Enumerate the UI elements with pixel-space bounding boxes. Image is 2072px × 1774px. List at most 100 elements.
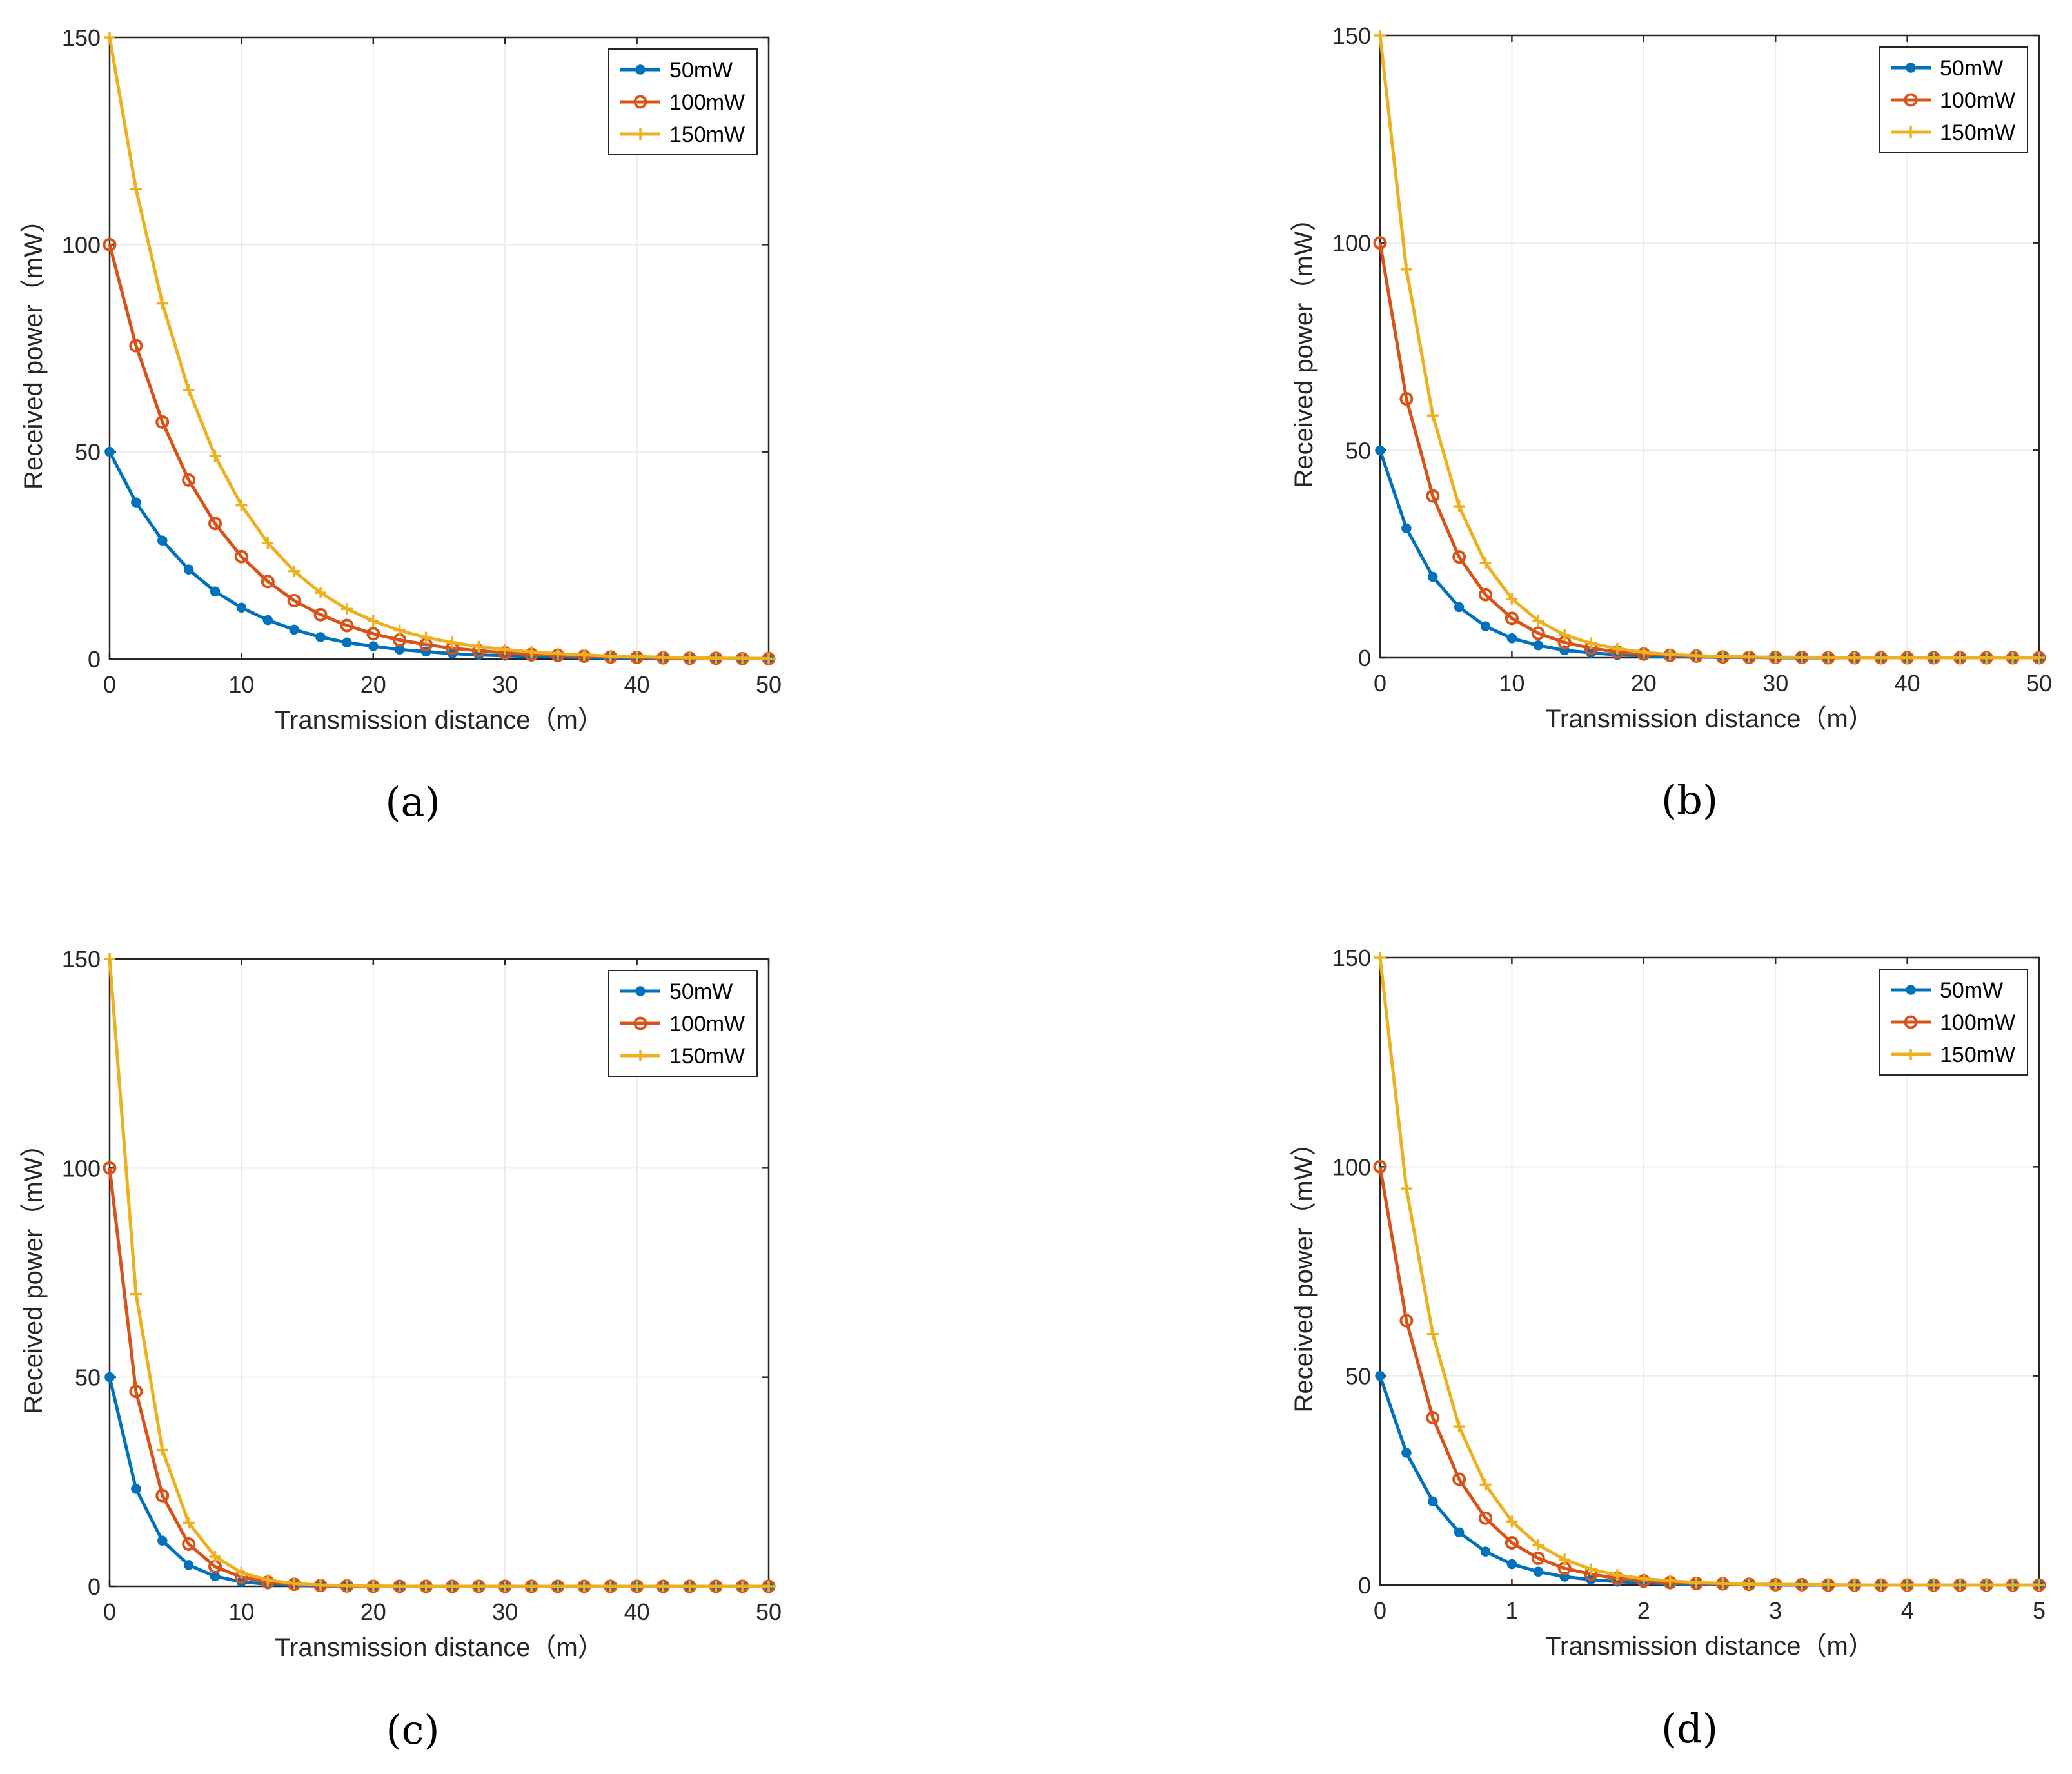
data-point: [156, 1444, 168, 1456]
data-point: [1822, 1579, 1834, 1591]
data-point: [604, 1581, 617, 1592]
y-tick-label: 150: [62, 25, 101, 51]
legend: 50mW 100mW 150mW: [608, 970, 758, 1077]
data-point: [1479, 1479, 1492, 1491]
x-tick-label: 50: [756, 1599, 782, 1625]
data-point: [289, 624, 299, 635]
x-tick-label: 40: [624, 671, 650, 698]
data-point: [631, 651, 643, 663]
data-point: [1375, 1370, 1385, 1381]
data-point: [155, 1488, 170, 1503]
data-point: [1454, 602, 1465, 613]
y-tick-label: 0: [88, 1573, 101, 1600]
legend-label: 50mW: [1940, 56, 2003, 81]
y-tick-label: 0: [1358, 645, 1371, 671]
data-point: [1637, 1573, 1650, 1585]
data-point: [1505, 611, 1519, 626]
data-point: [1506, 1559, 1517, 1570]
legend: 50mW 100mW 150mW: [608, 48, 758, 155]
data-point: [288, 1577, 301, 1590]
data-point: [657, 1581, 669, 1592]
legend-label: 100mW: [669, 90, 745, 115]
data-point: [262, 1574, 274, 1586]
data-point: [131, 497, 141, 508]
axes-box: [108, 36, 770, 660]
data-point: [1796, 651, 1808, 664]
series-150mW: [1374, 952, 2045, 1591]
data-point: [1690, 1577, 1702, 1589]
data-point: [446, 1581, 459, 1592]
data-point: [1717, 651, 1729, 663]
legend-label: 150mW: [669, 1044, 745, 1069]
data-point: [393, 1581, 406, 1592]
panel-caption: (a): [385, 778, 440, 825]
data-point: [763, 1581, 775, 1592]
x-axis-label: Transmission distance（m）: [1545, 705, 1874, 733]
x-tick-label: 10: [228, 1599, 254, 1625]
data-point: [1426, 409, 1439, 422]
data-point: [1559, 629, 1571, 641]
data-point: [1428, 1496, 1438, 1507]
x-tick-label: 4: [1901, 1597, 1914, 1624]
data-point: [1399, 392, 1414, 406]
data-point: [1743, 651, 1755, 663]
data-point: [1980, 1579, 1993, 1591]
data-point: [736, 1581, 749, 1592]
x-tick-label: 0: [1374, 1597, 1386, 1624]
data-point: [1717, 1577, 1729, 1590]
data-point: [1901, 652, 1913, 664]
data-point: [262, 537, 274, 549]
data-point: [157, 535, 168, 546]
x-tick-label: 2: [1637, 1597, 1650, 1624]
data-point: [236, 602, 247, 613]
data-point: [1401, 1448, 1412, 1458]
data-point: [208, 517, 222, 531]
data-point: [1954, 1579, 1966, 1591]
data-point: [499, 644, 511, 656]
data-point: [313, 607, 328, 622]
x-axis-label: Transmission distance（m）: [275, 706, 604, 734]
data-point: [2007, 1579, 2019, 1591]
panel-caption: (b): [1661, 776, 1718, 823]
legend-marker: [635, 1050, 646, 1061]
data-point: [1452, 550, 1466, 564]
data-point: [1664, 648, 1676, 660]
data-point: [1480, 621, 1491, 631]
data-point: [1928, 652, 1940, 664]
data-point: [183, 564, 194, 575]
x-tick-label: 20: [360, 1599, 386, 1625]
x-axis-label: Transmission distance（m）: [1545, 1632, 1874, 1661]
data-point: [1374, 30, 1386, 41]
legend-marker: [1906, 985, 1916, 995]
x-tick-label: 0: [103, 1599, 116, 1625]
data-point: [1796, 1579, 1808, 1591]
data-point: [473, 1581, 485, 1592]
data-point: [1611, 642, 1623, 655]
x-tick-label: 0: [103, 671, 116, 698]
series-150mW: [104, 953, 775, 1592]
legend-marker: [1905, 126, 1917, 138]
data-point: [1505, 1535, 1519, 1550]
x-tick-label: 5: [2033, 1597, 2046, 1624]
legend-marker: [1906, 63, 1916, 73]
panel-caption: (d): [1661, 1705, 1718, 1752]
data-point: [684, 1581, 696, 1592]
data-point: [710, 652, 722, 664]
data-point: [366, 627, 380, 641]
data-point: [2033, 652, 2045, 664]
y-tick-label: 50: [1345, 437, 1371, 464]
legend-label: 100mW: [1940, 88, 2015, 113]
data-point: [104, 1372, 115, 1383]
y-tick-label: 50: [75, 1365, 101, 1391]
data-point: [1453, 1421, 1465, 1433]
data-point: [1479, 1511, 1493, 1525]
data-point: [578, 1581, 590, 1592]
data-point: [103, 1161, 117, 1175]
data-point: [157, 1535, 168, 1546]
data-point: [1875, 652, 1887, 664]
data-point: [368, 641, 379, 651]
legend-marker: [635, 64, 646, 75]
data-point: [1373, 1159, 1387, 1174]
data-point: [1426, 1328, 1439, 1340]
